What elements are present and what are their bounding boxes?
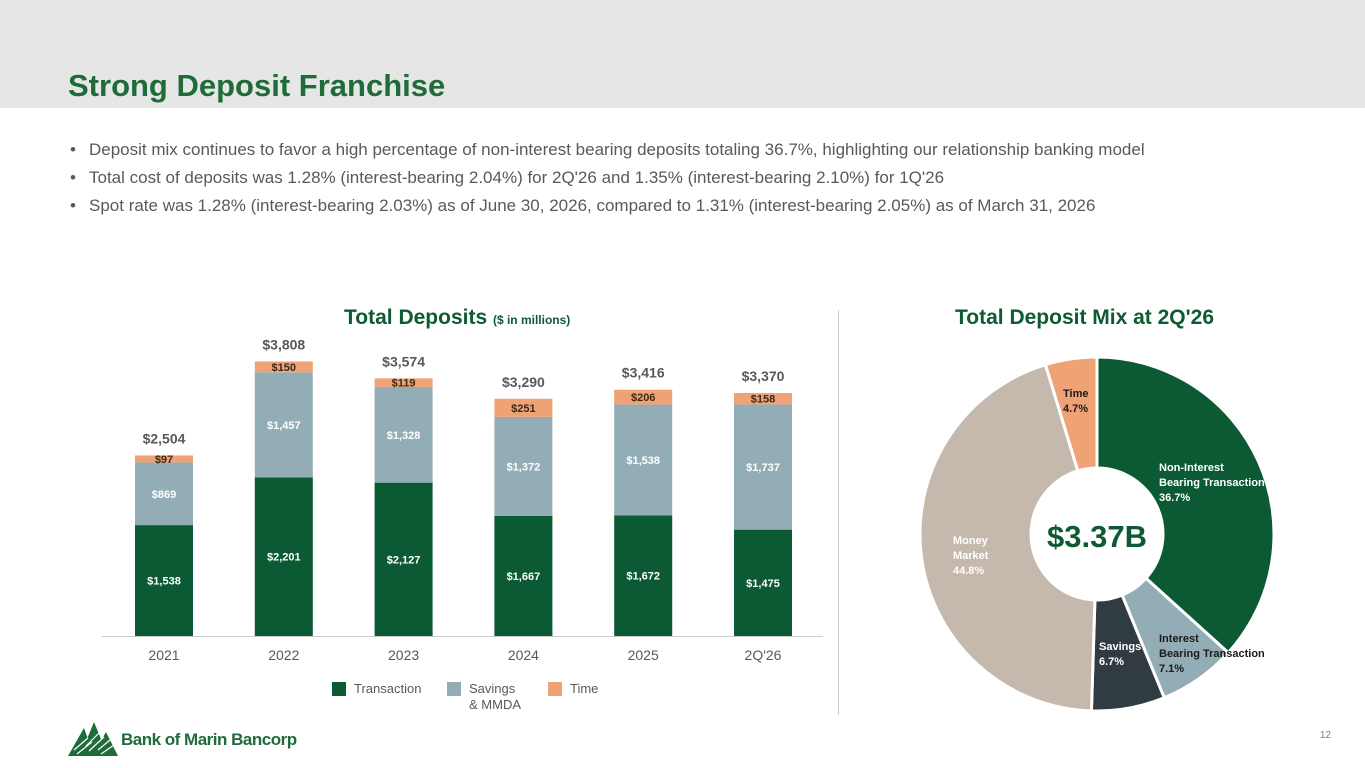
donut-slice-non-interest: [1095, 355, 1276, 655]
page-number: 12: [1319, 730, 1331, 741]
legend-label-savings-line2: & MMDA: [469, 697, 521, 712]
bullet-item: Spot rate was 1.28% (interest-bearing 2.…: [68, 192, 1298, 220]
bar-data-label: $150: [272, 362, 296, 374]
bar-segment-transaction: [135, 525, 193, 636]
legend-swatch-savings: [447, 682, 461, 696]
header-band: [0, 0, 1365, 108]
donut-center-total: $3.37B: [1047, 519, 1147, 554]
bar-segment-savings: [374, 386, 433, 483]
bar-data-label: $158: [751, 394, 775, 406]
bar-data-label: $1,737: [746, 462, 780, 474]
bullet-item: Total cost of deposits was 1.28% (intere…: [68, 164, 1298, 192]
x-tick-label: 2023: [388, 647, 419, 663]
bar-segment-savings: [614, 404, 673, 516]
bar-data-label: $1,667: [507, 571, 541, 583]
bar-data-label: $2,201: [267, 552, 301, 564]
bar-data-label: $1,538: [626, 455, 660, 467]
bar-data-label: $1,372: [507, 461, 541, 473]
bar-segment-savings: [135, 462, 193, 526]
slice-label-savings: Savings 6.7%: [1099, 641, 1142, 668]
bar-segment-savings: [254, 372, 313, 478]
bar-data-label: $206: [631, 392, 655, 404]
bar-total-label: $3,416: [622, 365, 665, 381]
bar-total-label: $3,808: [262, 336, 305, 352]
donut-slice-money-market: [918, 362, 1097, 713]
bar-data-label: $1,538: [147, 576, 181, 588]
bar-segment-transaction: [374, 482, 433, 636]
bar-chart-title-text: Total Deposits: [344, 306, 488, 329]
bar-data-label: $1,457: [267, 420, 301, 432]
page-title: Strong Deposit Franchise: [68, 68, 446, 103]
bar-total-label: $3,370: [742, 368, 785, 384]
bar-data-label: $97: [155, 454, 173, 466]
bar-data-label: $1,672: [626, 571, 660, 583]
bar-data-label: $2,127: [387, 554, 421, 566]
panel-divider: [838, 310, 839, 715]
bank-logo: Bank of Marin Bancorp: [68, 718, 297, 758]
bar-total-label: $2,504: [143, 430, 186, 446]
bullet-item: Deposit mix continues to favor a high pe…: [68, 136, 1298, 164]
x-tick-label: 2021: [148, 647, 179, 663]
bar-segment-savings: [494, 416, 553, 516]
bar-data-label: $251: [511, 403, 535, 415]
bar-segment-transaction: [614, 515, 673, 636]
bar-segment-time: [254, 361, 313, 373]
bar-chart-subtitle: ($ in millions): [492, 313, 571, 327]
legend-label-savings: Savings: [469, 681, 516, 696]
x-tick-label: 2025: [628, 647, 659, 663]
bar-segment-time: [734, 393, 792, 405]
donut-slice-time: [1043, 355, 1099, 473]
slice-label-money-market: Money Market 44.8%: [953, 535, 989, 577]
slice-label-non-interest: Non-Interest Bearing Transaction 36.7%: [1159, 462, 1265, 504]
bar-segment-transaction: [254, 477, 313, 636]
x-tick-label: 2022: [268, 647, 299, 663]
bullet-list: Deposit mix continues to favor a high pe…: [68, 136, 1298, 220]
legend-swatch-time: [548, 682, 562, 696]
legend-label-time: Time: [570, 681, 599, 696]
x-tick-label: 2024: [508, 647, 539, 663]
pie-chart-title: Total Deposit Mix at 2Q'26: [955, 306, 1214, 329]
bar-segment-time: [614, 389, 673, 405]
legend-swatch-transaction: [332, 682, 346, 696]
bar-segment-time: [374, 378, 433, 387]
bar-segment-transaction: [734, 529, 792, 636]
bar-total-label: $3,290: [502, 374, 545, 390]
slice-label-interest-bearing: Interest Bearing Transaction 7.1%: [1159, 633, 1265, 675]
logo-text: Bank of Marin Bancorp: [121, 730, 297, 749]
bar-data-label: $119: [392, 378, 416, 390]
bar-total-label: $3,574: [382, 353, 425, 369]
bar-segment-time: [135, 455, 193, 463]
bar-data-label: $869: [152, 489, 176, 501]
bar-segment-savings: [734, 404, 792, 530]
bar-chart-title: Total Deposits ($ in millions): [344, 306, 570, 330]
bar-data-label: $1,475: [746, 578, 780, 590]
bar-segment-transaction: [494, 515, 553, 636]
bar-data-label: $1,328: [387, 430, 421, 442]
bar-segment-time: [494, 398, 553, 417]
x-tick-label: 2Q'26: [745, 647, 782, 663]
logo-trees-icon: [68, 722, 118, 756]
slice-label-time: Time 4.7%: [1063, 388, 1089, 415]
legend-label-transaction: Transaction: [354, 681, 422, 696]
